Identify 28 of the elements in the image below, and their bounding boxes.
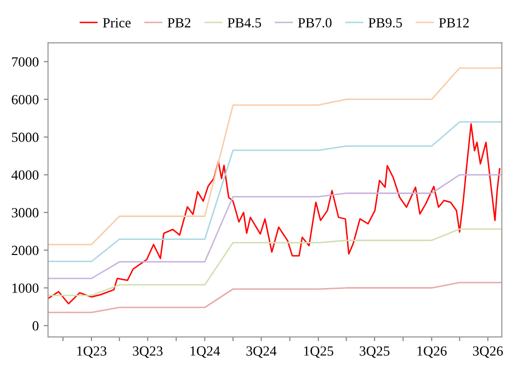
x-tick-label: 3Q23 xyxy=(132,346,163,358)
legend-label: Price xyxy=(102,18,131,28)
legend-label: PB2 xyxy=(168,18,190,28)
legend-label: PB9.5 xyxy=(368,18,402,28)
x-tick-label: 3Q26 xyxy=(473,346,503,358)
line-series xyxy=(48,174,502,280)
x-tick-label: 1Q23 xyxy=(77,346,106,358)
x-tick-label: 3Q25 xyxy=(360,346,390,358)
y-tick-label: 5000 xyxy=(12,132,38,142)
legend-label: PB12 xyxy=(439,18,469,28)
legend-label: PB7.0 xyxy=(298,18,332,28)
y-tick-label: 6000 xyxy=(12,94,38,104)
y-tick-label: 4000 xyxy=(12,170,38,180)
y-tick-label: 0 xyxy=(32,321,38,331)
line-series xyxy=(48,123,500,304)
y-tick-label: 1000 xyxy=(12,283,38,293)
line-series xyxy=(48,67,502,246)
line-series xyxy=(48,282,502,314)
x-tick-label: 1Q24 xyxy=(190,346,220,358)
line-series xyxy=(48,121,502,262)
y-tick-label: 2000 xyxy=(12,246,38,256)
line-series xyxy=(48,228,502,296)
x-tick-label: 1Q26 xyxy=(417,346,447,358)
y-tick-label: 3000 xyxy=(12,208,38,218)
y-tick-label: 7000 xyxy=(12,57,38,67)
legend-label: PB4.5 xyxy=(228,18,262,28)
x-tick-label: 1Q25 xyxy=(304,346,334,358)
x-tick-label: 3Q24 xyxy=(246,346,276,358)
